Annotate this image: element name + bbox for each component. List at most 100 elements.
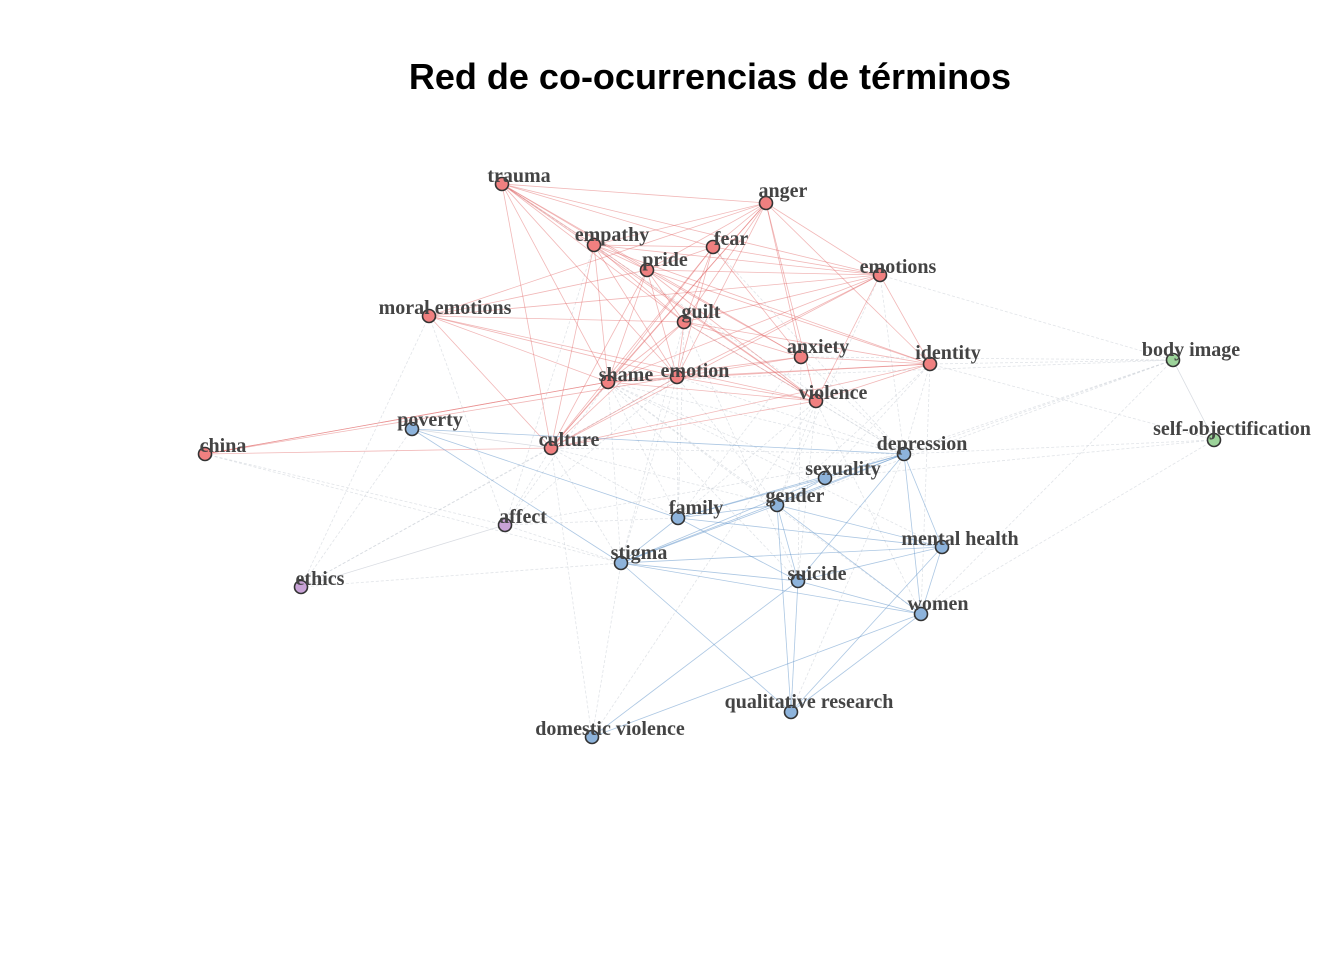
node-empathy[interactable] — [586, 237, 602, 253]
node-sexuality[interactable] — [817, 470, 833, 486]
node-shame[interactable] — [600, 374, 616, 390]
node-anxiety[interactable] — [793, 349, 809, 365]
edge-emotion-violence — [676, 376, 817, 402]
edge-shame-stigma — [607, 381, 622, 564]
node-label-depression: depression — [877, 433, 968, 455]
edge-gender-suicide — [776, 504, 799, 582]
edge-depression-suicide — [797, 453, 905, 582]
node-label-anxiety: anxiety — [787, 336, 849, 358]
edge-trauma-guilt — [501, 183, 685, 323]
node-label-stigma: stigma — [611, 542, 668, 564]
edge-poverty-culture — [411, 428, 552, 449]
edge-anger-identity — [765, 202, 931, 365]
edge-suicide-domestic-violence — [591, 580, 799, 738]
edge-pride-shame — [607, 269, 648, 383]
node-stigma[interactable] — [613, 555, 629, 571]
node-label-suicide: suicide — [788, 563, 847, 585]
edge-anger-fear — [712, 202, 767, 248]
edge-anxiety-emotion — [676, 356, 802, 378]
edge-poverty-depression — [411, 428, 905, 455]
node-ethics[interactable] — [293, 579, 309, 595]
edge-violence-women — [815, 400, 922, 615]
edge-pride-culture — [550, 269, 648, 449]
edge-depression-stigma — [620, 453, 905, 564]
node-label-emotions: emotions — [860, 256, 937, 278]
edge-empathy-culture — [550, 244, 595, 449]
node-label-anger: anger — [759, 180, 808, 202]
edge-anxiety-body-image — [800, 356, 1174, 361]
node-label-emotion: emotion — [661, 360, 730, 382]
edge-women-qualitative-research — [790, 613, 922, 713]
edge-culture-gender — [550, 447, 778, 506]
edge-identity-depression — [903, 363, 931, 455]
node-family[interactable] — [670, 510, 686, 526]
edge-emotions-depression — [879, 274, 905, 455]
chart-title: Red de co-ocurrencias de términos — [408, 56, 1012, 97]
edge-poverty-stigma — [411, 428, 622, 564]
edge-anxiety-identity — [800, 356, 931, 365]
edge-identity-sexuality — [824, 363, 931, 479]
edge-violence-depression — [815, 400, 905, 455]
edge-empathy-emotion — [593, 244, 678, 378]
node-self-objectification[interactable] — [1206, 432, 1222, 448]
node-emotion[interactable] — [669, 369, 685, 385]
node-qualitative-research[interactable] — [783, 704, 799, 720]
node-violence[interactable] — [808, 393, 824, 409]
node-culture[interactable] — [543, 440, 559, 456]
edge-fear-emotion — [676, 246, 714, 378]
edge-affect-family — [504, 517, 679, 526]
edges-main-layer — [204, 183, 1215, 738]
edge-pride-violence — [646, 269, 817, 402]
edge-anger-moral-emotions — [428, 202, 767, 317]
edge-gender-stigma — [620, 504, 778, 564]
edge-sexuality-stigma — [620, 477, 826, 564]
node-affect[interactable] — [497, 517, 513, 533]
edge-empathy-violence — [593, 244, 817, 402]
edge-fear-guilt — [683, 246, 714, 323]
edge-fear-shame — [607, 246, 714, 383]
edge-anger-shame — [607, 202, 767, 383]
node-china[interactable] — [197, 446, 213, 462]
node-gender[interactable] — [769, 497, 785, 513]
node-fear[interactable] — [705, 239, 721, 255]
node-label-gender: gender — [766, 485, 825, 507]
edge-stigma-qualitative-research — [620, 562, 792, 713]
node-trauma[interactable] — [494, 176, 510, 192]
edge-body-image-gender — [776, 359, 1174, 506]
edge-guilt-culture — [550, 321, 685, 449]
node-identity[interactable] — [922, 356, 938, 372]
node-body-image[interactable] — [1165, 352, 1181, 368]
edge-poverty-family — [411, 428, 679, 519]
edge-shame-suicide — [607, 381, 799, 582]
edge-violence-domestic-violence — [591, 400, 817, 738]
edge-emotion-culture — [550, 376, 678, 449]
edge-shame-violence — [607, 381, 817, 402]
edge-empathy-emotions — [593, 244, 881, 276]
edge-emotion-affect — [504, 376, 678, 526]
node-guilt[interactable] — [676, 314, 692, 330]
node-women[interactable] — [913, 606, 929, 622]
edge-anxiety-family — [677, 356, 802, 519]
edge-body-image-self-objectification — [1172, 359, 1215, 441]
node-domestic-violence[interactable] — [584, 729, 600, 745]
edge-pride-guilt — [646, 269, 685, 323]
node-anger[interactable] — [758, 195, 774, 211]
edge-pride-emotion — [646, 269, 678, 378]
edge-stigma-suicide — [620, 562, 799, 582]
edge-china-emotion — [204, 376, 678, 455]
node-pride[interactable] — [639, 262, 655, 278]
node-suicide[interactable] — [790, 573, 806, 589]
edge-guilt-anxiety — [683, 321, 802, 358]
edge-anger-anxiety — [765, 202, 802, 358]
edge-trauma-culture — [501, 183, 552, 449]
node-label-poverty: poverty — [397, 409, 463, 431]
node-mental-health[interactable] — [934, 539, 950, 555]
node-depression[interactable] — [896, 446, 912, 462]
node-emotions[interactable] — [872, 267, 888, 283]
edge-identity-violence — [815, 363, 931, 402]
node-poverty[interactable] — [404, 421, 420, 437]
node-label-affect: affect — [499, 506, 547, 528]
node-label-culture: culture — [539, 429, 600, 451]
node-moral-emotions[interactable] — [421, 308, 437, 324]
node-label-identity: identity — [915, 342, 981, 364]
